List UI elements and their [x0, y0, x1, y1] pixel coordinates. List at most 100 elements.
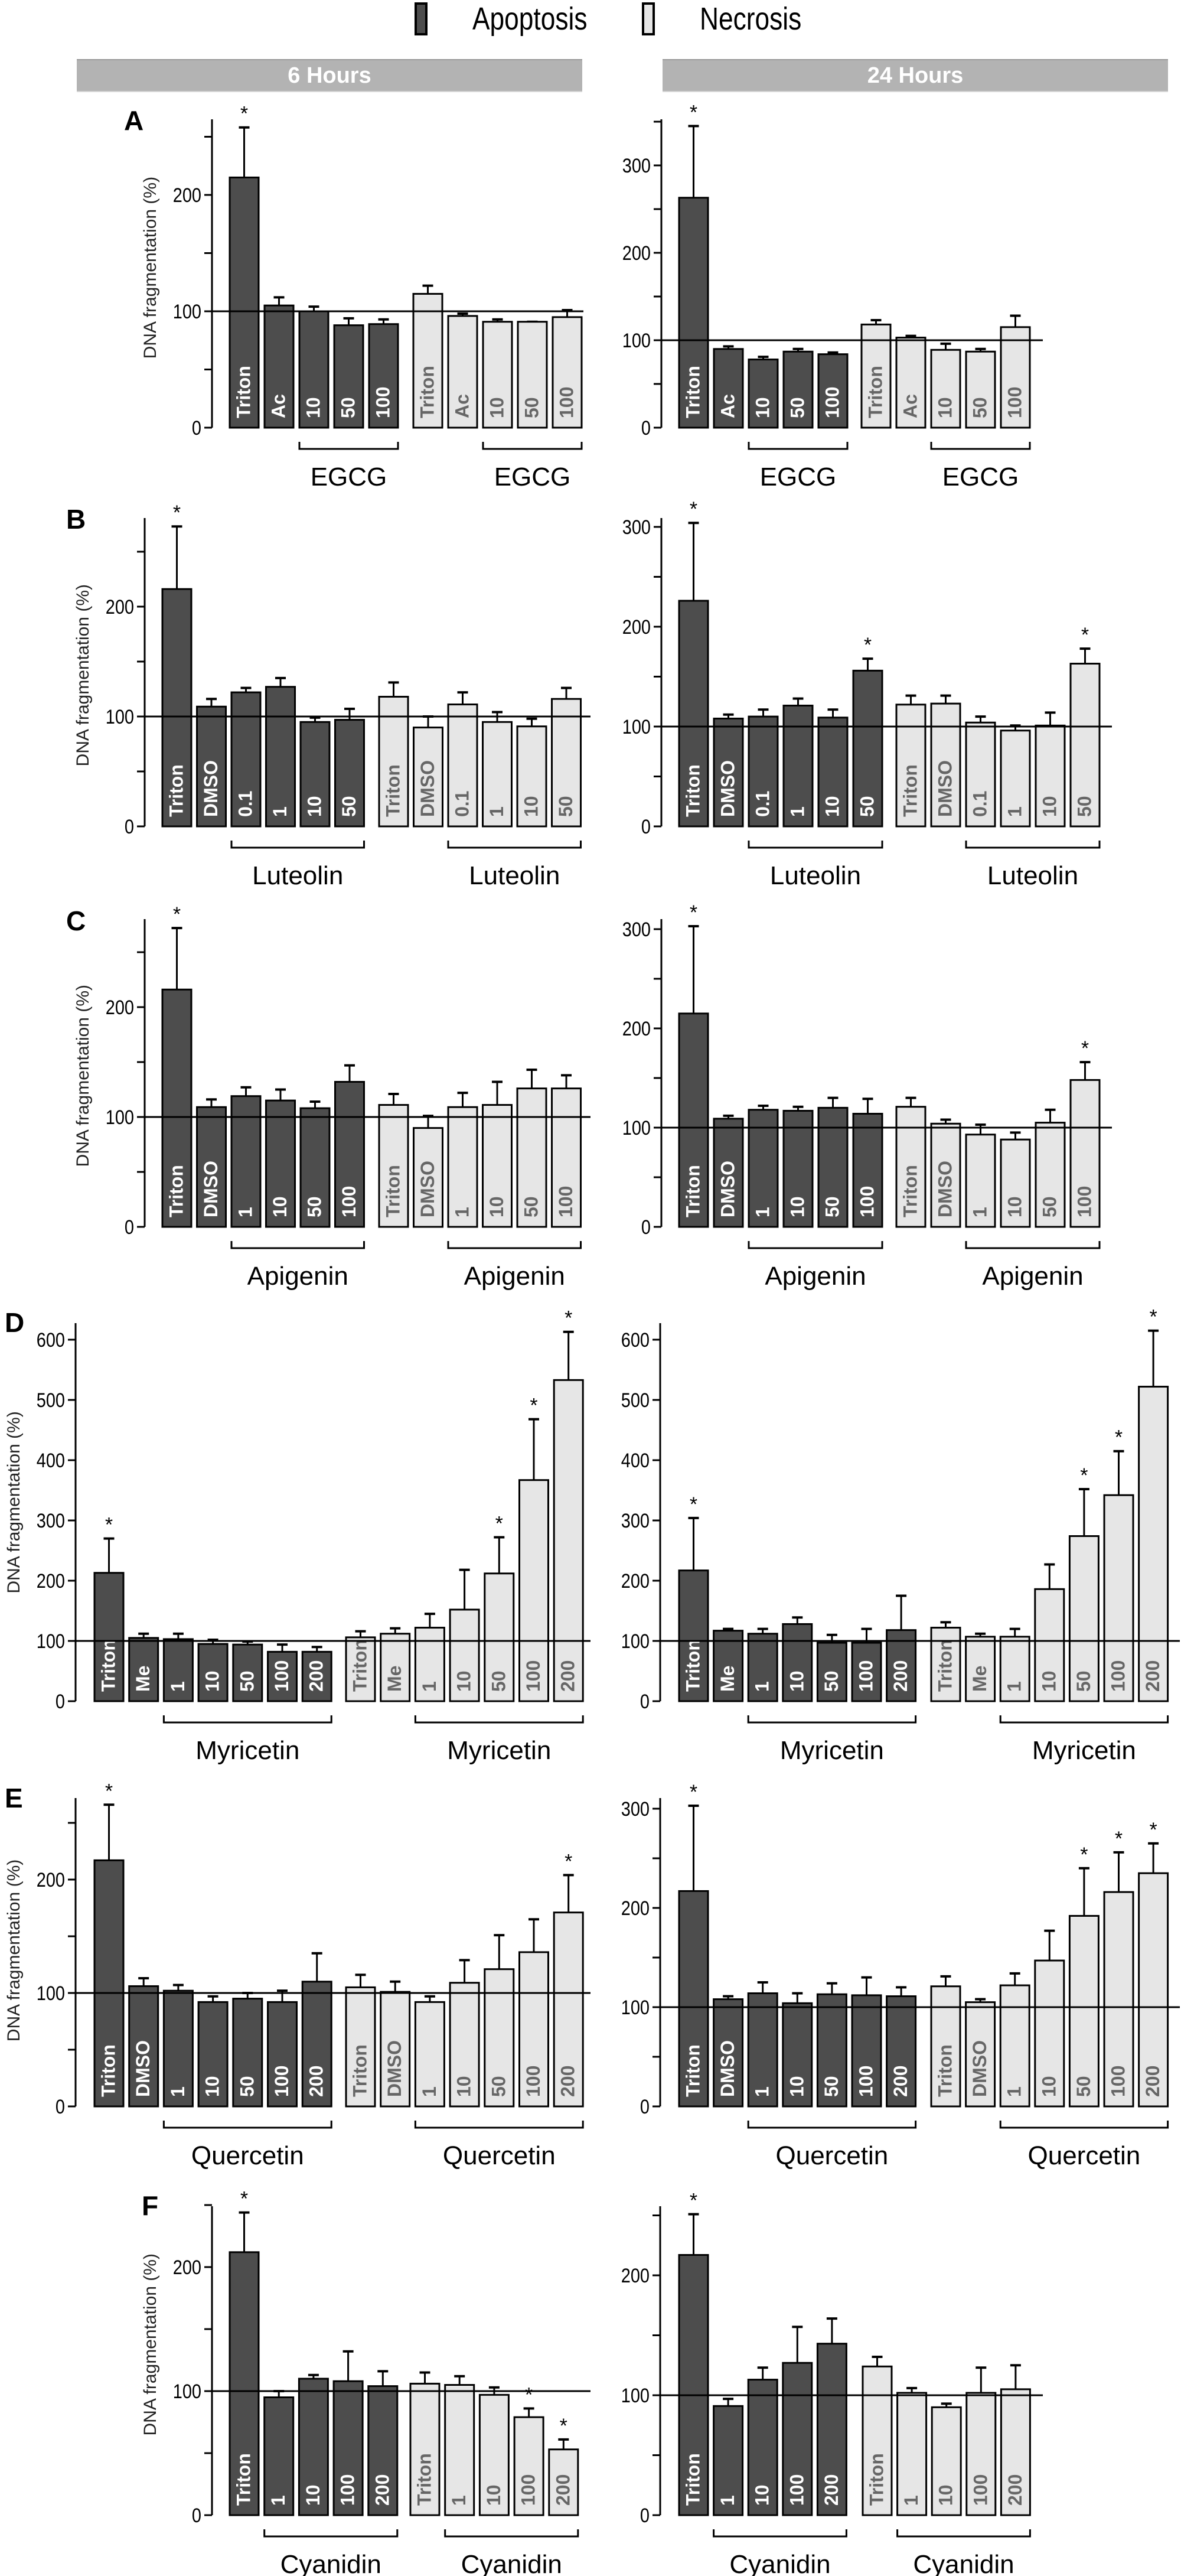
bar-label: 10 [1039, 796, 1061, 817]
bar-label: 50 [822, 1196, 843, 1217]
bar-label: 100 [1004, 387, 1026, 418]
y-tick-label: 200 [106, 996, 134, 1019]
bar-apoptosis [333, 324, 364, 429]
bar-necrosis [930, 349, 961, 429]
bar-label: 1 [167, 1681, 188, 1692]
bar-apoptosis [196, 705, 227, 828]
compound-bracket [748, 841, 883, 849]
compound-label: Myricetin [780, 1736, 884, 1765]
bar-label: 100 [373, 387, 394, 418]
bar-label: 1 [970, 1207, 991, 1217]
bar-label: DMSO [969, 2040, 990, 2097]
bar-label: DMSO [717, 1161, 739, 1217]
bar-label: 10 [752, 397, 774, 418]
compound-bracket [162, 1715, 332, 1724]
bar-label: 100 [970, 2474, 991, 2506]
bar-necrosis [447, 1106, 478, 1228]
bar-necrosis [930, 702, 961, 828]
y-tick-label: 200 [37, 1569, 65, 1593]
bar-label: DMSO [717, 760, 739, 817]
bar-necrosis [513, 2416, 544, 2516]
bar-label: 1 [1004, 806, 1026, 817]
significance-star: * [690, 1493, 697, 1516]
y-tick-label: 0 [640, 2504, 650, 2527]
legend-swatch-necrosis [642, 2, 655, 35]
panel-d-6h: D DNA fragmentation (%) 0 100 200 300 400 500 60… [4, 1307, 590, 1765]
bar-label: 1 [235, 1207, 256, 1217]
bar-label: 10 [304, 796, 325, 817]
bar-necrosis [516, 1087, 547, 1228]
bar-necrosis [484, 1572, 515, 1702]
compound-bracket [747, 2121, 917, 2129]
bar-label: 1 [717, 2495, 738, 2506]
significance-star: * [1115, 1427, 1123, 1449]
panel-e-6h: E DNA fragmentation (%) 0 100 200 * Triton DMSO… [4, 1780, 590, 2170]
bar-apoptosis [748, 1109, 779, 1228]
bar-label: 50 [521, 1196, 542, 1217]
bar-label: Triton [935, 2044, 956, 2097]
bar-label: 100 [856, 2066, 877, 2097]
compound-bracket [747, 1715, 917, 1724]
bar-label: 1 [486, 806, 507, 817]
bar-apoptosis [886, 1995, 917, 2108]
bar-label: Triton [98, 2044, 119, 2097]
compound-label: EGCG [311, 463, 387, 491]
bar-necrosis [551, 698, 582, 828]
panel-letter: C [66, 906, 86, 936]
bar-apoptosis [334, 1080, 365, 1228]
bar-label: DMSO [200, 760, 221, 817]
header-24-hours: 24 Hours [663, 59, 1168, 92]
bar-label: Triton [683, 1639, 704, 1692]
bar-apoptosis [713, 1998, 744, 2108]
y-tick-label: 0 [125, 815, 134, 838]
bar-label: 200 [306, 2066, 327, 2097]
compound-label: Luteolin [469, 861, 560, 890]
bar-label: Triton [417, 366, 438, 418]
bar-label: Me [717, 1666, 738, 1692]
significance-star: * [565, 1850, 572, 1872]
bar-necrosis [862, 2365, 893, 2516]
bar-apoptosis [301, 1650, 332, 1702]
y-tick-label: 300 [621, 1509, 650, 1532]
bar-apoptosis [197, 1643, 229, 1702]
bar-apoptosis [299, 721, 331, 828]
panel-letter: A [124, 105, 143, 136]
bar-necrosis [414, 1627, 445, 1702]
bar-necrosis [1069, 1079, 1101, 1228]
bar-apoptosis [851, 1642, 882, 1702]
bar-label: 50 [857, 796, 878, 817]
bar-necrosis [553, 1379, 584, 1702]
bar-apoptosis [678, 2253, 709, 2516]
bar-label: Triton [865, 366, 886, 418]
bar-necrosis [447, 315, 478, 429]
y-tick-label: 0 [56, 2095, 65, 2118]
compound-label: Apigenin [247, 1262, 348, 1291]
bar-apoptosis [782, 1623, 813, 1702]
bar-label: 200 [1142, 2066, 1163, 2097]
bar-necrosis [1034, 1959, 1065, 2108]
bar-label: Triton [383, 764, 404, 817]
bar-necrosis [1069, 663, 1101, 828]
y-tick-label: 200 [106, 595, 134, 618]
bar-apoptosis [678, 1569, 709, 1702]
bar-apoptosis [713, 2405, 744, 2516]
bar-necrosis [482, 1104, 513, 1228]
compound-bracket [748, 442, 849, 450]
bar-necrosis [860, 323, 892, 429]
bar-label: 100 [1108, 2066, 1129, 2097]
bar-label: Triton [383, 1165, 404, 1217]
bar-label: Triton [98, 1639, 119, 1692]
y-tick-label: 500 [37, 1389, 65, 1412]
compound-label: Cyanidin [280, 2550, 381, 2576]
bar-necrosis [1000, 326, 1031, 429]
y-tick-label: 0 [641, 815, 651, 838]
legend-label-apoptosis: Apoptosis [472, 1, 588, 37]
bar-apoptosis [230, 1095, 262, 1228]
bar-necrosis [896, 2392, 928, 2516]
bar-label: 50 [787, 397, 808, 418]
y-tick-label: 200 [621, 2264, 650, 2287]
bar-label: 200 [890, 2066, 911, 2097]
panel-letter: F [142, 2190, 158, 2221]
bar-label: 1 [267, 2495, 289, 2506]
bar-necrosis [931, 2406, 962, 2516]
